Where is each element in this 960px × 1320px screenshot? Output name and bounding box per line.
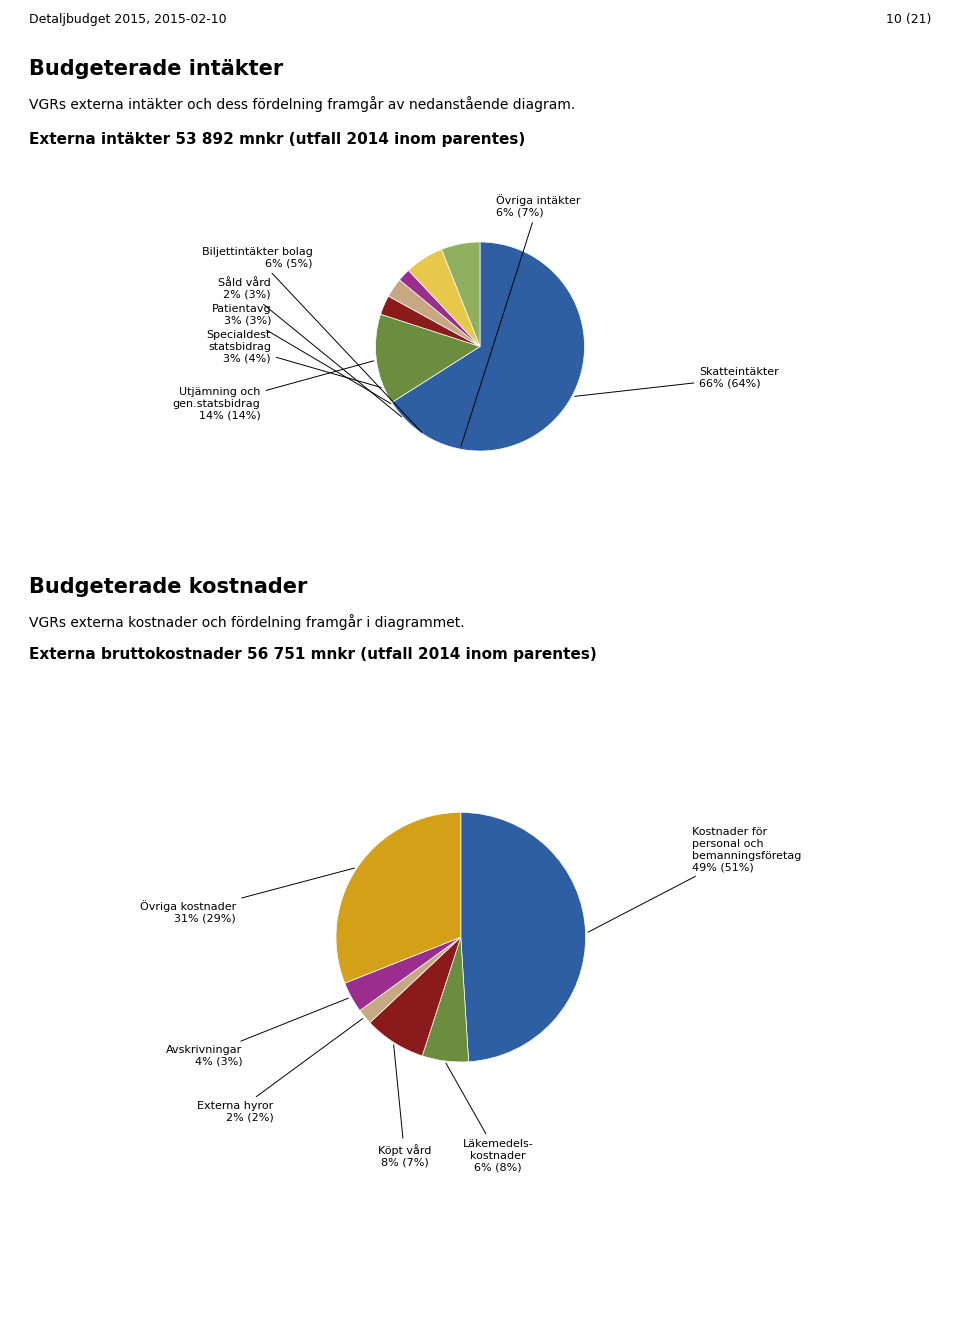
Text: Såld vård
2% (3%): Såld vård 2% (3%) (218, 279, 401, 417)
Wedge shape (461, 812, 586, 1061)
Text: Läkemedels-
kostnader
6% (8%): Läkemedels- kostnader 6% (8%) (446, 1063, 534, 1172)
Wedge shape (375, 314, 480, 403)
Text: Patientavg
3% (3%): Patientavg 3% (3%) (211, 305, 391, 404)
Wedge shape (380, 296, 480, 346)
Wedge shape (345, 937, 461, 1011)
Text: Övriga intäkter
6% (7%): Övriga intäkter 6% (7%) (461, 194, 580, 446)
Text: Biljettintäkter bolag
6% (5%): Biljettintäkter bolag 6% (5%) (202, 247, 421, 432)
Wedge shape (392, 242, 585, 451)
Text: Skatteintäkter
66% (64%): Skatteintäkter 66% (64%) (575, 367, 780, 396)
Text: VGRs externa kostnader och fördelning framgår i diagrammet.: VGRs externa kostnader och fördelning fr… (29, 614, 465, 630)
Wedge shape (408, 249, 480, 346)
Wedge shape (399, 271, 480, 346)
Text: Externa hyror
2% (2%): Externa hyror 2% (2%) (198, 1019, 363, 1123)
Text: Avskrivningar
4% (3%): Avskrivningar 4% (3%) (166, 998, 348, 1067)
Text: Budgeterade intäkter: Budgeterade intäkter (29, 59, 283, 79)
Text: VGRs externa intäkter och dess fördelning framgår av nedanstående diagram.: VGRs externa intäkter och dess fördelnin… (29, 96, 575, 112)
Wedge shape (336, 812, 461, 983)
Text: Utjämning och
gen.statsbidrag
14% (14%): Utjämning och gen.statsbidrag 14% (14%) (173, 360, 373, 421)
Text: Övriga kostnader
31% (29%): Övriga kostnader 31% (29%) (140, 869, 354, 924)
Wedge shape (442, 242, 480, 346)
Text: Köpt vård
8% (7%): Köpt vård 8% (7%) (378, 1045, 431, 1167)
Text: 10 (21): 10 (21) (886, 13, 931, 26)
Text: Detaljbudget 2015, 2015-02-10: Detaljbudget 2015, 2015-02-10 (29, 13, 227, 26)
Wedge shape (370, 937, 461, 1056)
Text: Specialdest
statsbidrag
3% (4%): Specialdest statsbidrag 3% (4%) (206, 330, 381, 388)
Wedge shape (389, 280, 480, 346)
Text: Externa bruttokostnader 56 751 mnkr (utfall 2014 inom parentes): Externa bruttokostnader 56 751 mnkr (utf… (29, 647, 596, 661)
Text: Kostnader för
personal och
bemanningsföretag
49% (51%): Kostnader för personal och bemanningsför… (588, 828, 801, 932)
Text: Externa intäkter 53 892 mnkr (utfall 2014 inom parentes): Externa intäkter 53 892 mnkr (utfall 201… (29, 132, 525, 147)
Wedge shape (360, 937, 461, 1023)
Wedge shape (422, 937, 468, 1063)
Text: Budgeterade kostnader: Budgeterade kostnader (29, 577, 307, 597)
